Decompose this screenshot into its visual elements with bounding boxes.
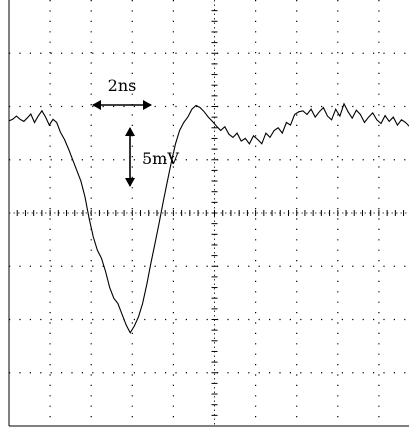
- time-scale-annotation: 2ns: [92, 76, 152, 110]
- voltage-scale-annotation: 5mV: [125, 127, 179, 187]
- signal-trace: [8, 102, 409, 334]
- voltage-arrow-bottom-head: [125, 178, 135, 187]
- time-scale-label: 2ns: [108, 76, 137, 95]
- time-arrow-left-head: [92, 100, 101, 110]
- time-arrow-right-head: [143, 100, 152, 110]
- graticule: [8, 0, 409, 427]
- voltage-arrow-top-head: [125, 127, 135, 136]
- voltage-scale-label: 5mV: [142, 149, 179, 168]
